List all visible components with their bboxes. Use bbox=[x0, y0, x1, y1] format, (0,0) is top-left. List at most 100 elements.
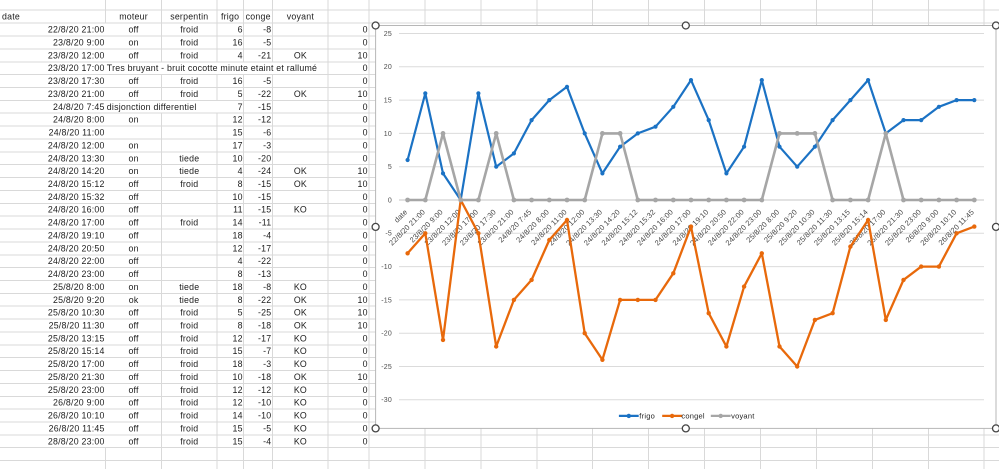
svg-text:0: 0 bbox=[363, 282, 368, 292]
svg-text:15: 15 bbox=[384, 98, 392, 105]
svg-text:5: 5 bbox=[238, 308, 243, 318]
svg-text:off: off bbox=[128, 385, 139, 395]
svg-text:on: on bbox=[128, 282, 138, 292]
svg-text:KO: KO bbox=[294, 411, 307, 421]
svg-text:8: 8 bbox=[238, 321, 243, 331]
svg-text:froid: froid bbox=[180, 436, 198, 446]
svg-text:serpentin: serpentin bbox=[170, 12, 208, 22]
svg-text:24/8/20 13:30: 24/8/20 13:30 bbox=[48, 153, 105, 163]
svg-text:10: 10 bbox=[357, 50, 367, 60]
svg-text:ok: ok bbox=[129, 295, 139, 305]
svg-text:24/8/20 11:00: 24/8/20 11:00 bbox=[49, 128, 105, 138]
svg-text:froid: froid bbox=[180, 50, 198, 60]
svg-text:0: 0 bbox=[363, 192, 368, 202]
svg-text:-15: -15 bbox=[258, 192, 271, 202]
svg-text:15: 15 bbox=[232, 128, 242, 138]
svg-text:off: off bbox=[128, 50, 139, 60]
svg-text:0: 0 bbox=[363, 436, 368, 446]
svg-text:off: off bbox=[128, 321, 139, 331]
svg-text:15: 15 bbox=[232, 346, 242, 356]
svg-text:-12: -12 bbox=[258, 115, 271, 125]
svg-text:5: 5 bbox=[388, 164, 392, 171]
svg-text:28/8/20 23:00: 28/8/20 23:00 bbox=[48, 436, 105, 446]
svg-text:off: off bbox=[128, 218, 139, 228]
svg-text:15: 15 bbox=[232, 436, 242, 446]
svg-text:-3: -3 bbox=[263, 140, 271, 150]
svg-text:KO: KO bbox=[294, 385, 307, 395]
svg-text:froid: froid bbox=[180, 89, 198, 99]
svg-text:0: 0 bbox=[363, 25, 368, 35]
svg-text:-22: -22 bbox=[258, 256, 271, 266]
svg-text:on: on bbox=[128, 166, 138, 176]
svg-text:froid: froid bbox=[180, 321, 198, 331]
svg-text:-20: -20 bbox=[258, 153, 271, 163]
svg-text:0: 0 bbox=[363, 359, 368, 369]
svg-text:on: on bbox=[128, 153, 138, 163]
svg-text:-18: -18 bbox=[258, 372, 271, 382]
svg-text:0: 0 bbox=[363, 411, 368, 421]
svg-text:-22: -22 bbox=[258, 89, 271, 99]
svg-text:off: off bbox=[128, 179, 139, 189]
svg-text:-30: -30 bbox=[381, 397, 392, 404]
svg-text:10: 10 bbox=[384, 131, 392, 138]
svg-text:0: 0 bbox=[363, 76, 368, 86]
svg-text:off: off bbox=[128, 372, 139, 382]
svg-text:tiede: tiede bbox=[179, 166, 199, 176]
svg-text:24/8/20 17:00: 24/8/20 17:00 bbox=[48, 218, 105, 228]
svg-text:off: off bbox=[128, 256, 139, 266]
svg-text:12: 12 bbox=[232, 385, 242, 395]
svg-text:off: off bbox=[128, 25, 139, 35]
svg-text:on: on bbox=[128, 115, 138, 125]
svg-text:OK: OK bbox=[294, 89, 307, 99]
svg-text:off: off bbox=[128, 423, 139, 433]
svg-text:0: 0 bbox=[363, 218, 368, 228]
svg-text:froid: froid bbox=[180, 359, 198, 369]
svg-text:congel: congel bbox=[681, 412, 705, 421]
svg-text:0: 0 bbox=[363, 346, 368, 356]
svg-text:off: off bbox=[128, 231, 139, 241]
svg-text:22/8/20 21:00: 22/8/20 21:00 bbox=[48, 25, 105, 35]
svg-text:25/8/20 23:00: 25/8/20 23:00 bbox=[48, 385, 105, 395]
svg-text:24/8/20 16:00: 24/8/20 16:00 bbox=[48, 205, 105, 215]
svg-text:-20: -20 bbox=[381, 331, 392, 338]
svg-text:0: 0 bbox=[363, 115, 368, 125]
svg-text:KO: KO bbox=[294, 359, 307, 369]
svg-text:10: 10 bbox=[357, 321, 367, 331]
svg-text:-4: -4 bbox=[263, 436, 271, 446]
svg-text:18: 18 bbox=[232, 282, 242, 292]
svg-text:date: date bbox=[2, 12, 20, 22]
svg-text:0: 0 bbox=[363, 423, 368, 433]
svg-text:off: off bbox=[128, 436, 139, 446]
svg-text:OK: OK bbox=[294, 50, 307, 60]
svg-text:-13: -13 bbox=[258, 269, 271, 279]
svg-text:-12: -12 bbox=[258, 385, 271, 395]
svg-text:-5: -5 bbox=[263, 423, 271, 433]
svg-text:4: 4 bbox=[238, 166, 243, 176]
svg-text:24/8/20 12:00: 24/8/20 12:00 bbox=[48, 140, 105, 150]
svg-text:23/8/20 17:30: 23/8/20 17:30 bbox=[48, 76, 105, 86]
svg-text:-6: -6 bbox=[263, 128, 271, 138]
svg-text:off: off bbox=[128, 76, 139, 86]
svg-text:10: 10 bbox=[232, 372, 242, 382]
svg-text:KO: KO bbox=[294, 398, 307, 408]
svg-text:froid: froid bbox=[180, 372, 198, 382]
svg-text:12: 12 bbox=[232, 243, 242, 253]
svg-text:5: 5 bbox=[238, 89, 243, 99]
svg-text:0: 0 bbox=[363, 102, 368, 112]
svg-text:Tres bruyant - bruit cocotte m: Tres bruyant - bruit cocotte minute etai… bbox=[107, 63, 317, 73]
svg-text:-25: -25 bbox=[381, 364, 392, 371]
svg-text:0: 0 bbox=[363, 205, 368, 215]
svg-text:-11: -11 bbox=[259, 218, 272, 228]
svg-text:-15: -15 bbox=[381, 297, 392, 304]
svg-text:12: 12 bbox=[232, 115, 242, 125]
svg-text:OK: OK bbox=[294, 295, 307, 305]
svg-text:-10: -10 bbox=[258, 411, 271, 421]
svg-text:10: 10 bbox=[357, 179, 367, 189]
svg-text:10: 10 bbox=[357, 308, 367, 318]
svg-text:on: on bbox=[128, 140, 138, 150]
svg-text:25/8/20 17:00: 25/8/20 17:00 bbox=[48, 359, 105, 369]
svg-text:-8: -8 bbox=[263, 25, 271, 35]
svg-text:0: 0 bbox=[388, 197, 392, 204]
svg-text:off: off bbox=[128, 192, 139, 202]
svg-text:23/8/20 21:00: 23/8/20 21:00 bbox=[48, 89, 105, 99]
